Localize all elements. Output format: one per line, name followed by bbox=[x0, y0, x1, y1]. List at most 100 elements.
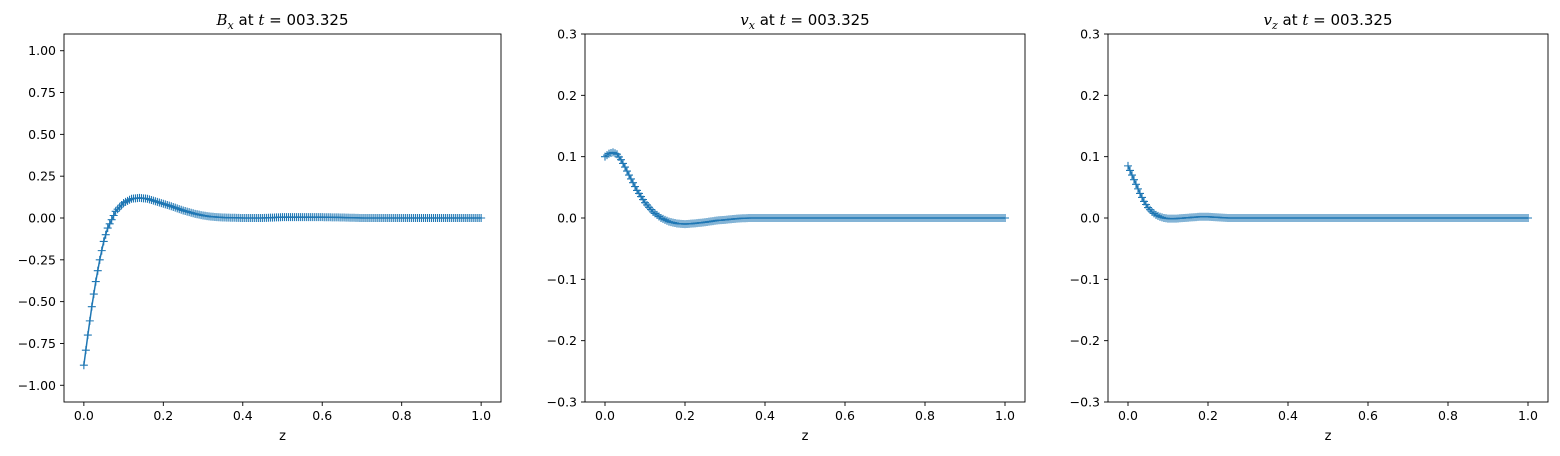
x-axis-label: z bbox=[279, 429, 286, 444]
x-tick-label: 0.6 bbox=[1358, 408, 1378, 423]
data-point bbox=[1001, 214, 1009, 222]
y-tick-label: −1.00 bbox=[18, 378, 56, 393]
data-point bbox=[95, 255, 104, 264]
x-tick-label: 1.0 bbox=[995, 408, 1015, 423]
y-tick-label: −0.3 bbox=[547, 395, 577, 410]
data-point bbox=[169, 202, 178, 211]
data-point bbox=[85, 316, 94, 325]
y-tick-label: −0.2 bbox=[547, 333, 577, 348]
data-point bbox=[1154, 211, 1162, 220]
data-point bbox=[87, 302, 96, 311]
data-point bbox=[115, 203, 124, 212]
data-point bbox=[125, 195, 134, 204]
x-tick-label: 0.2 bbox=[153, 408, 173, 423]
x-tick-label: 0.8 bbox=[392, 408, 412, 423]
x-tick-label: 0.8 bbox=[915, 408, 935, 423]
data-point bbox=[175, 205, 184, 214]
data-point bbox=[629, 178, 637, 187]
data-point bbox=[163, 201, 172, 210]
data-point bbox=[1138, 193, 1146, 202]
data-point bbox=[111, 207, 120, 216]
data-point bbox=[177, 205, 186, 214]
y-tick-label: −0.3 bbox=[1070, 395, 1100, 410]
y-tick-label: 0.50 bbox=[28, 127, 56, 142]
series-line bbox=[604, 151, 1005, 225]
data-point bbox=[121, 197, 130, 206]
y-tick-label: −0.25 bbox=[18, 252, 56, 267]
title-time-value: = 003.325 bbox=[786, 11, 870, 29]
x-axis-label: z bbox=[1325, 429, 1332, 444]
data-point bbox=[185, 208, 194, 217]
data-point bbox=[123, 196, 132, 205]
series-markers bbox=[601, 148, 1009, 229]
data-point bbox=[659, 214, 667, 223]
x-tick-label: 0.6 bbox=[312, 408, 332, 423]
x-tick-label: 0.2 bbox=[1198, 408, 1218, 423]
data-point bbox=[91, 277, 100, 286]
data-point bbox=[105, 219, 114, 228]
data-point bbox=[159, 199, 168, 208]
data-point bbox=[1152, 210, 1160, 219]
chart-title: Bx at t = 003.325 bbox=[215, 11, 348, 32]
y-tick-label: 0.75 bbox=[28, 85, 56, 100]
data-point bbox=[617, 155, 625, 164]
y-tick-label: 0.1 bbox=[1080, 149, 1100, 164]
data-point bbox=[153, 197, 162, 206]
chart-panel-2: 0.0 0.2 0.4 0.6 0.8 1.0 −0.3 −0.2 −0.1 0.0 0.1 0.2 0… bbox=[547, 11, 1026, 444]
y-tick-label: −0.2 bbox=[1070, 333, 1100, 348]
data-point bbox=[101, 230, 110, 239]
x-tick-label: 0.2 bbox=[675, 408, 695, 423]
y-tick-label: −0.1 bbox=[547, 272, 577, 287]
title-subscript: x bbox=[749, 19, 756, 32]
title-text: at bbox=[755, 11, 780, 29]
title-text: at bbox=[1278, 11, 1303, 29]
data-point bbox=[477, 214, 486, 222]
x-tick-label: 0.4 bbox=[1278, 408, 1298, 423]
series-markers bbox=[1124, 161, 1532, 223]
y-tick-label: −0.50 bbox=[18, 294, 56, 309]
title-symbol: v bbox=[1263, 11, 1272, 29]
data-point bbox=[661, 215, 669, 224]
data-point bbox=[1132, 180, 1140, 189]
data-point bbox=[93, 266, 102, 275]
data-point bbox=[631, 182, 639, 191]
data-point bbox=[171, 203, 180, 212]
data-point bbox=[1126, 166, 1134, 175]
data-point bbox=[1136, 189, 1144, 198]
y-tick-label: −0.75 bbox=[18, 336, 56, 351]
data-point bbox=[151, 197, 160, 206]
title-time-value: = 003.325 bbox=[1308, 11, 1392, 29]
data-point bbox=[147, 196, 156, 205]
x-tick-label: 0.8 bbox=[1438, 408, 1458, 423]
x-tick-label: 0.0 bbox=[595, 408, 615, 423]
data-point bbox=[179, 206, 188, 215]
data-point bbox=[79, 361, 88, 370]
x-tick-label: 0.0 bbox=[74, 408, 94, 423]
data-point bbox=[621, 163, 629, 172]
x-tick-label: 1.0 bbox=[471, 408, 491, 423]
series-line bbox=[83, 197, 482, 366]
data-point bbox=[81, 346, 90, 355]
title-symbol: B bbox=[215, 11, 227, 29]
data-point bbox=[113, 205, 122, 214]
data-point bbox=[145, 195, 154, 204]
y-tick-label: 0.0 bbox=[1080, 211, 1100, 226]
data-point bbox=[1156, 212, 1164, 221]
data-point bbox=[181, 207, 190, 216]
data-point bbox=[165, 201, 174, 210]
data-point bbox=[107, 215, 116, 224]
data-point bbox=[625, 171, 633, 180]
y-tick-label: 0.0 bbox=[557, 211, 577, 226]
y-tick-label: 0.3 bbox=[557, 27, 577, 42]
y-tick-label: 0.2 bbox=[557, 88, 577, 103]
data-point bbox=[189, 209, 198, 218]
data-point bbox=[1130, 175, 1138, 184]
data-point bbox=[619, 159, 627, 168]
series-line bbox=[1127, 165, 1528, 220]
data-point bbox=[657, 214, 665, 222]
data-point bbox=[155, 198, 164, 207]
data-point bbox=[99, 237, 108, 246]
data-point bbox=[187, 208, 196, 217]
chart-title: vx at t = 003.325 bbox=[740, 11, 869, 32]
